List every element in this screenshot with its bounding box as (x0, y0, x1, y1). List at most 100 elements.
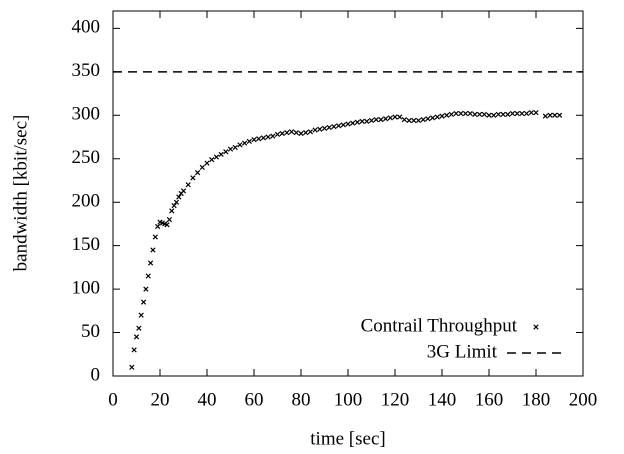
data-point (514, 110, 520, 117)
data-point (495, 111, 502, 118)
data-point (439, 113, 445, 119)
data-point (420, 117, 426, 123)
data-point (481, 111, 487, 118)
data-point (373, 117, 379, 123)
x-axis-title: time [sec] (310, 428, 385, 449)
data-point (307, 129, 314, 135)
data-point (321, 125, 328, 131)
data-point (326, 124, 332, 131)
data-point (500, 111, 506, 118)
data-point (491, 112, 497, 118)
data-point (288, 129, 295, 135)
y-tick-label: 300 (72, 104, 101, 125)
data-point (415, 117, 422, 124)
data-point (345, 121, 351, 127)
data-point (533, 110, 539, 116)
data-point (227, 146, 234, 152)
data-point (129, 364, 135, 370)
y-axis-title: bandwidth [kbit/sec] (10, 115, 31, 272)
data-point (131, 347, 137, 353)
data-point (368, 117, 375, 124)
data-point (256, 136, 262, 142)
data-point (138, 312, 144, 318)
data-point (444, 112, 450, 118)
data-point (312, 127, 318, 133)
data-point (467, 110, 473, 117)
data-point (147, 260, 154, 266)
data-point (164, 222, 170, 228)
x-tick-label: 100 (334, 389, 363, 410)
data-point (354, 119, 361, 125)
data-point (176, 194, 182, 200)
data-point (392, 114, 398, 120)
data-point (378, 117, 384, 123)
data-point (458, 110, 464, 117)
data-point (556, 112, 563, 118)
data-point (145, 273, 151, 279)
data-point (509, 110, 516, 117)
x-tick-label: 160 (475, 389, 504, 410)
data-point (364, 118, 370, 124)
x-tick-label: 20 (151, 389, 170, 410)
data-point (209, 156, 215, 163)
legend-label: 3G Limit (427, 341, 498, 362)
data-point (185, 182, 191, 188)
data-point (434, 114, 440, 120)
data-point (519, 110, 525, 117)
data-point (397, 114, 403, 120)
data-point (270, 133, 276, 139)
data-point (213, 154, 220, 160)
data-point (237, 142, 243, 148)
data-point (453, 110, 459, 117)
data-point (486, 112, 492, 118)
data-point (140, 299, 147, 305)
data-point (448, 111, 455, 118)
data-point (180, 188, 187, 194)
data-point (190, 175, 196, 181)
y-tick-label: 100 (72, 277, 101, 298)
y-tick-label: 350 (72, 60, 101, 81)
data-point (143, 286, 149, 292)
x-tick-label: 120 (381, 389, 410, 410)
y-tick-label: 0 (91, 364, 101, 385)
data-point (194, 170, 201, 176)
data-point (251, 136, 257, 143)
data-point (303, 130, 309, 136)
data-point (204, 160, 210, 166)
data-point (340, 122, 346, 128)
legend-marker (533, 324, 539, 330)
data-point (331, 123, 337, 130)
data-point (284, 130, 290, 136)
data-point (528, 110, 534, 116)
data-point (462, 110, 469, 117)
data-point (166, 216, 173, 223)
data-point (232, 144, 238, 151)
y-tick-label: 400 (72, 17, 101, 38)
data-point (171, 203, 177, 209)
data-point (401, 117, 408, 123)
x-tick-label: 60 (245, 389, 264, 410)
x-tick-label: 0 (108, 389, 118, 410)
data-point (382, 116, 389, 122)
data-point (476, 111, 483, 118)
x-tick-label: 80 (292, 389, 311, 410)
data-point (406, 117, 412, 124)
data-point (173, 199, 180, 205)
data-point (387, 115, 393, 121)
x-tick-label: 180 (522, 389, 551, 410)
data-point (279, 130, 285, 137)
y-tick-label: 150 (72, 234, 101, 255)
data-point (133, 334, 140, 340)
data-point (260, 135, 267, 141)
data-point (523, 110, 530, 117)
data-point (265, 134, 271, 140)
data-point (317, 126, 323, 132)
data-point (246, 138, 252, 144)
x-tick-label: 200 (569, 389, 598, 410)
data-point (335, 123, 342, 129)
y-tick-label: 200 (72, 191, 101, 212)
data-point (411, 117, 417, 124)
data-point (472, 111, 478, 118)
data-point (293, 130, 299, 136)
